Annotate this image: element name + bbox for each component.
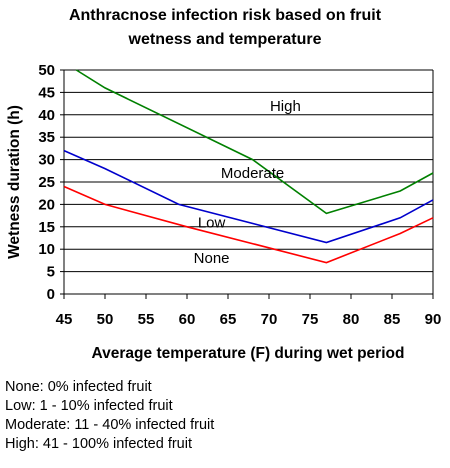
- y-tick-label-25: 25: [38, 174, 55, 191]
- x-tick-label-80: 80: [343, 311, 360, 328]
- chart-title-line-1: Anthracnose infection risk based on frui…: [69, 7, 382, 24]
- region-labels: High Moderate Low None: [194, 98, 301, 267]
- legend-note-high: High: 41 - 100% infected fruit: [5, 436, 192, 452]
- y-tick-label-0: 0: [47, 286, 55, 303]
- x-tick-label-90: 90: [425, 311, 442, 328]
- y-tick-label-40: 40: [38, 107, 55, 124]
- y-axis-label: Wetness duration (h): [6, 105, 23, 259]
- region-label-low: Low: [198, 214, 226, 231]
- gridlines: [64, 69, 433, 295]
- y-tick-label-45: 45: [38, 84, 55, 101]
- y-tick-label-10: 10: [38, 241, 55, 258]
- series-lines: [63, 69, 434, 264]
- x-tick-label-75: 75: [302, 311, 319, 328]
- legend-note-none: None: 0% infected fruit: [5, 379, 152, 395]
- x-tick-label-60: 60: [179, 311, 196, 328]
- series-line-2: [75, 69, 434, 215]
- y-tick-label-20: 20: [38, 196, 55, 213]
- infection-risk-chart: Anthracnose infection risk based on frui…: [6, 7, 441, 362]
- series-line-1: [63, 149, 434, 244]
- tick-labels: 0 5 10 15 20 25 30 35 40 45 50 45 50 55 60 65 70 75 80 85 90: [38, 62, 441, 328]
- x-tick-label-85: 85: [384, 311, 401, 328]
- chart-title-line-2: wetness and temperature: [128, 31, 322, 48]
- x-axis-label: Average temperature (F) during wet perio…: [92, 345, 405, 362]
- risk-category-legend: None: 0% infected fruit Low: 1 - 10% inf…: [5, 378, 214, 454]
- region-label-moderate: Moderate: [221, 165, 284, 182]
- legend-note-moderate: Moderate: 11 - 40% infected fruit: [5, 417, 215, 433]
- y-tick-label-5: 5: [47, 264, 55, 281]
- y-tick-label-35: 35: [38, 129, 55, 146]
- x-tick-label-55: 55: [138, 311, 155, 328]
- legend-note-low: Low: 1 - 10% infected fruit: [5, 398, 173, 414]
- x-tick-label-45: 45: [56, 311, 73, 328]
- y-tick-label-15: 15: [38, 219, 55, 236]
- y-tick-label-30: 30: [38, 152, 55, 169]
- region-label-high: High: [270, 98, 301, 115]
- x-tick-label-50: 50: [97, 311, 114, 328]
- axes: [60, 69, 434, 299]
- x-tick-label-70: 70: [261, 311, 278, 328]
- region-label-none: None: [194, 250, 230, 267]
- series-line-0: [63, 185, 434, 264]
- y-tick-label-50: 50: [38, 62, 55, 79]
- x-tick-label-65: 65: [220, 311, 237, 328]
